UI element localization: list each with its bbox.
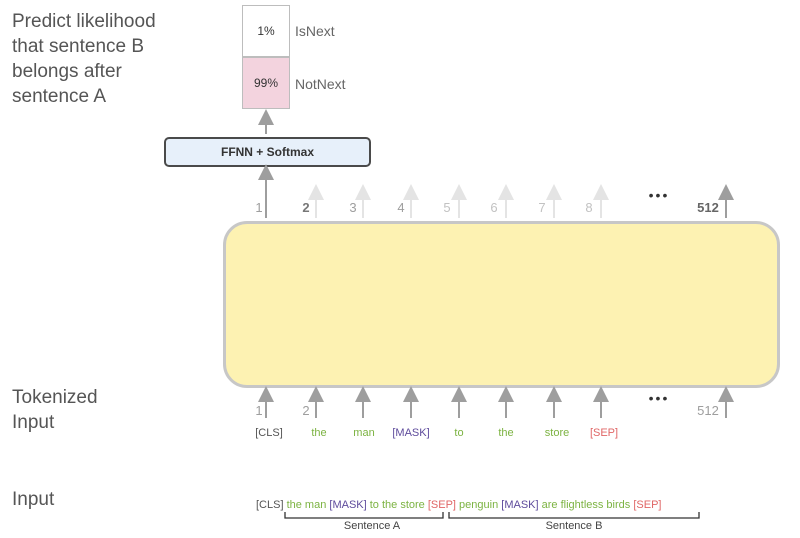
input-ellipsis: ••• [648,390,670,406]
token-man: man [353,427,375,439]
seq-sep-1: [SEP] [427,499,456,511]
output-pos-3: 3 [349,200,357,215]
notnext-prob-box: 99% [242,57,290,109]
token-store: store [544,427,570,439]
output-pos-4: 4 [397,200,405,215]
output-pos-1: 1 [255,200,263,215]
input-arrows [258,386,734,418]
output-ellipsis: ••• [648,187,670,203]
token-the-2: the [498,427,514,439]
seq-cls: [CLS] [256,499,284,511]
input-sequence: [CLS] the man [MASK] to the store [SEP] … [256,499,661,511]
token-cls: [CLS] [255,427,283,439]
sentence-b-label: Sentence B [545,520,603,532]
output-pos-6: 6 [490,200,498,215]
sentence-a-label: Sentence A [343,520,401,532]
seq-sep-2: [SEP] [633,499,662,511]
output-pos-2: 2 [302,200,310,215]
seq-to-the-store: to the store [369,499,425,511]
token-sep: [SEP] [589,427,619,439]
notnext-label: NotNext [295,76,346,92]
seq-the-man: the man [286,499,327,511]
seq-mask-2: [MASK] [501,499,539,511]
isnext-label: IsNext [295,23,335,39]
tokenized-input-label: Tokenized Input [12,387,98,433]
token-mask: [MASK] [392,427,430,439]
faint-output-arrows [308,184,609,218]
output-pos-8: 8 [585,200,593,215]
output-pos-7: 7 [538,200,546,215]
token-to: to [454,427,464,439]
input-label: Input [12,489,55,510]
predict-label: Predict likelihood that sentence B belon… [12,11,156,107]
seq-are-flightless-birds: are flightless birds [541,499,631,511]
input-pos-512: 512 [697,403,719,418]
sentence-b-bracket [448,512,700,519]
seq-penguin: penguin [459,499,499,511]
output-pos-5: 5 [443,200,451,215]
sentence-a-bracket [284,512,444,519]
input-pos-2: 2 [302,403,310,418]
isnext-prob-box: 1% [242,5,290,57]
output-pos-512: 512 [697,200,719,215]
token-the-1: the [311,427,327,439]
input-pos-1: 1 [255,403,263,418]
seq-mask-1: [MASK] [329,499,367,511]
